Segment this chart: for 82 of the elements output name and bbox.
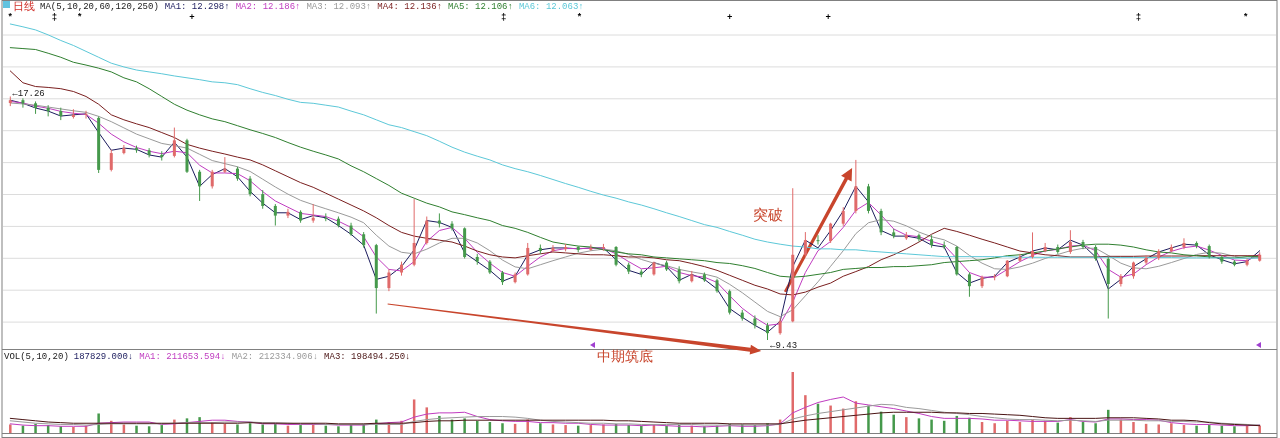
bar xyxy=(72,426,75,433)
legend: MA1: 211653.594↓ MA2: 212334.906↓ MA3: 198494.250↓ xyxy=(139,352,411,362)
text: ←9.43 xyxy=(770,341,798,351)
bar xyxy=(463,418,466,433)
candlestick xyxy=(1144,254,1148,266)
bar xyxy=(867,405,870,433)
chart-title: 日线 xyxy=(13,0,35,13)
bar xyxy=(135,425,138,433)
bar xyxy=(993,423,996,433)
bar xyxy=(1258,425,1261,433)
bar xyxy=(501,423,504,433)
bar xyxy=(892,414,895,433)
candlestick xyxy=(1182,237,1186,250)
candlestick xyxy=(311,203,315,224)
bar xyxy=(97,413,100,433)
bar xyxy=(968,417,971,433)
bar xyxy=(665,425,668,433)
candlestick xyxy=(84,110,88,120)
bar xyxy=(1170,423,1173,433)
bar xyxy=(1195,425,1198,433)
candlestick xyxy=(210,169,214,190)
bar xyxy=(274,423,277,433)
bar xyxy=(1157,424,1160,433)
bar xyxy=(476,420,479,433)
text: ‡ xyxy=(501,13,507,23)
bar xyxy=(236,424,239,433)
chart-title: VOL(5,10,20) xyxy=(4,352,69,362)
candlestick xyxy=(829,222,833,244)
bar xyxy=(829,405,832,433)
candlestick xyxy=(614,245,618,267)
bar xyxy=(905,417,908,433)
candlestick xyxy=(198,169,202,202)
candlestick xyxy=(728,289,732,315)
candlestick xyxy=(109,149,113,172)
candlestick xyxy=(816,234,820,246)
text: 中期筑底 xyxy=(596,348,653,365)
text: ‡ xyxy=(1135,13,1142,23)
candlestick xyxy=(286,208,290,219)
text: * xyxy=(576,13,583,23)
bar xyxy=(299,425,302,433)
candlestick xyxy=(879,208,883,236)
text: * xyxy=(77,13,83,23)
bar xyxy=(539,423,542,433)
candlestick xyxy=(261,189,265,210)
candlestick xyxy=(551,244,555,253)
bar xyxy=(261,424,264,433)
text: + xyxy=(825,13,831,23)
bar xyxy=(9,424,12,433)
bar xyxy=(173,419,176,433)
text: * xyxy=(1243,13,1249,23)
text: + xyxy=(726,13,733,23)
candlestick xyxy=(223,156,227,174)
candlestick xyxy=(1031,231,1035,260)
bar xyxy=(1132,422,1135,433)
legend: MA1: 12.298↑ MA2: 12.186↑ MA3: 12.093↑ MA4: 12.136↑ MA5: 12.106↑ MA6: 12.063↑ xyxy=(164,2,584,12)
candlestick xyxy=(841,206,845,227)
candlestick xyxy=(172,127,176,158)
text: ‡ xyxy=(51,13,58,23)
chart-subtitle: MA(5,10,20,60,120,250) xyxy=(40,2,159,12)
bar xyxy=(1094,423,1097,433)
candlestick xyxy=(21,97,25,109)
bar xyxy=(34,423,37,433)
bar xyxy=(337,426,340,433)
candlestick xyxy=(1068,229,1072,255)
candlestick xyxy=(1018,253,1022,263)
bar xyxy=(564,425,567,433)
text: + xyxy=(189,13,195,23)
annotation: 突破 xyxy=(752,206,783,225)
candlestick xyxy=(967,272,971,298)
candlestick xyxy=(803,231,807,258)
bar xyxy=(640,425,643,433)
candlestick xyxy=(248,175,252,197)
bar xyxy=(1006,420,1009,433)
text: * xyxy=(7,13,14,23)
candlestick xyxy=(273,203,277,227)
chart-subtitle: 187829.000↓ xyxy=(73,352,134,362)
bar xyxy=(1233,426,1236,433)
candlestick xyxy=(387,268,391,292)
annotation: ←17.26 xyxy=(12,89,45,100)
bar xyxy=(930,419,933,433)
candlestick xyxy=(425,216,429,246)
candlestick xyxy=(412,198,416,267)
